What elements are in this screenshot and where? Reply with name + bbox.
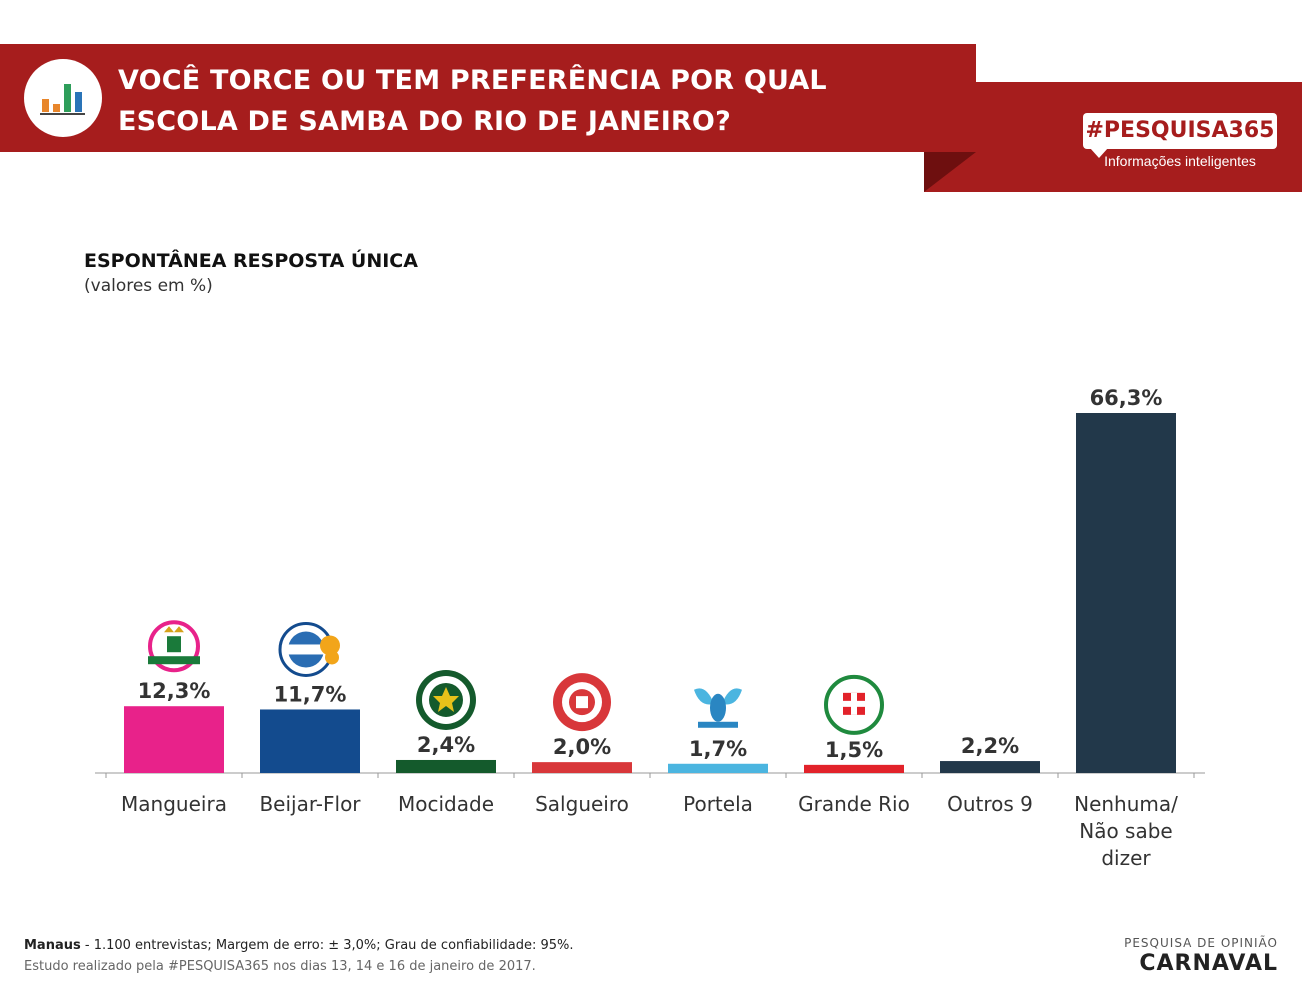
bar-value-label: 1,7% — [689, 737, 747, 761]
header-banner — [0, 44, 1302, 192]
chart-title: ESPONTÂNEA RESPOSTA ÚNICA — [84, 250, 418, 272]
footer-location: Manaus — [24, 938, 81, 953]
bar-value-label: 1,5% — [825, 738, 883, 762]
bar — [260, 709, 360, 773]
brand-tag: #PESQUISA365 — [1083, 113, 1277, 149]
category-label: Nenhuma/ — [1074, 792, 1178, 816]
category-label: Mangueira — [121, 792, 227, 816]
bar-chart-icon — [40, 84, 85, 115]
category-label: Grande Rio — [798, 792, 910, 816]
banner-main — [0, 44, 976, 152]
bar-value-label: 2,0% — [553, 735, 611, 759]
category-label: Salgueiro — [535, 792, 629, 816]
question-title-line2: ESCOLA DE SAMBA DO RIO DE JANEIRO? — [118, 106, 731, 137]
brand-tag-pointer — [1090, 148, 1108, 158]
bar — [124, 706, 224, 773]
bar-chart-icon-circle — [24, 59, 102, 137]
grande-rio-logo — [824, 674, 884, 735]
category-label: dizer — [1101, 846, 1151, 870]
footer-category-small: PESQUISA DE OPINIÃO — [1124, 936, 1278, 950]
bar-value-label: 2,4% — [417, 733, 475, 757]
bar — [1076, 413, 1176, 773]
footer-study: Estudo realizado pela #PESQUISA365 nos d… — [24, 959, 536, 974]
mocidade-logo — [416, 669, 476, 730]
bar — [396, 759, 496, 773]
category-label: Beijar-Flor — [259, 792, 361, 816]
brand-tagline: Informações inteligentes — [1104, 153, 1256, 169]
footer-method: - 1.100 entrevistas; Margem de erro: ± 3… — [80, 938, 574, 953]
bar-value-label: 12,3% — [138, 679, 211, 703]
chart-subtitle: (valores em %) — [84, 276, 213, 296]
footer-methodology: Manaus - 1.100 entrevistas; Margem de er… — [24, 938, 574, 953]
category-label: Não sabe — [1079, 819, 1173, 843]
category-label: Mocidade — [398, 792, 494, 816]
mangueira-logo — [148, 620, 200, 673]
bar — [532, 762, 632, 773]
bar — [804, 764, 904, 773]
bar-value-label: 11,7% — [274, 682, 347, 706]
banner-fold-shadow — [924, 152, 976, 192]
question-title-line1: VOCÊ TORCE OU TEM PREFERÊNCIA POR QUAL — [118, 65, 827, 96]
category-label: Portela — [683, 792, 753, 816]
bar-value-label: 2,2% — [961, 734, 1019, 758]
beija-flor-logo — [278, 621, 340, 677]
bar — [668, 763, 768, 773]
bar-value-label: 66,3% — [1090, 386, 1163, 410]
salgueiro-logo — [553, 673, 611, 732]
footer-category-big: CARNAVAL — [1139, 951, 1278, 976]
category-label: Outros 9 — [947, 792, 1033, 816]
bar — [940, 761, 1040, 773]
portela-logo — [694, 688, 742, 728]
